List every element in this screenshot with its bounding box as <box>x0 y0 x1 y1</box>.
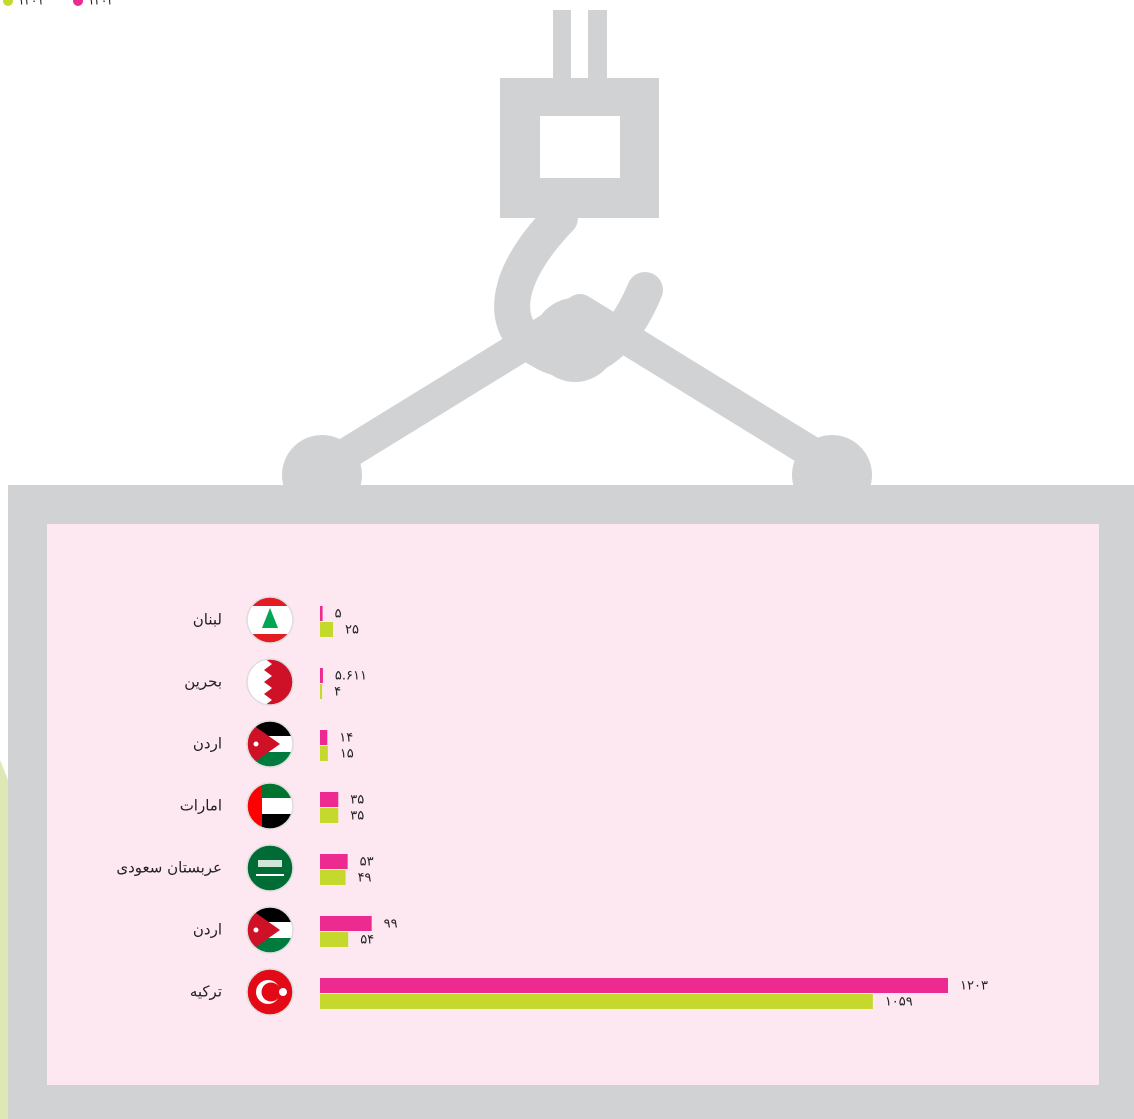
value-label: ۲۵ <box>345 623 359 638</box>
flag <box>247 597 293 643</box>
bar <box>320 808 339 823</box>
bar <box>320 746 328 761</box>
flag-script <box>258 860 282 867</box>
flag-border <box>246 782 294 830</box>
legend-swatch <box>73 0 83 6</box>
flag-star <box>253 741 259 747</box>
category-label: لبنان <box>193 611 222 629</box>
category-label: اردن <box>193 921 222 939</box>
flag-sword <box>256 874 284 876</box>
bar <box>320 684 323 699</box>
category-label: ترکیه <box>190 983 222 1001</box>
flag-band <box>247 659 272 705</box>
legend-swatch <box>3 0 13 6</box>
crane-illustration <box>0 10 1134 1119</box>
category-label: اردن <box>193 735 222 753</box>
bar <box>320 606 323 621</box>
value-label: ۱۰۵۹ <box>885 995 913 1010</box>
flag-border <box>246 906 294 954</box>
value-label: ۱۴ <box>339 731 353 746</box>
flag-star <box>279 988 287 996</box>
value-label: ۳۵ <box>350 793 364 808</box>
category-label: بحرین <box>184 673 222 691</box>
bar <box>320 870 346 885</box>
bar <box>320 916 372 931</box>
flag-cedar <box>262 608 278 628</box>
legend-label: ۱۴۰۱ <box>18 0 44 8</box>
flag <box>247 659 293 705</box>
flag <box>247 969 293 1015</box>
flag-band <box>247 907 280 953</box>
category-label: عربستان سعودی <box>116 859 222 877</box>
bar <box>320 668 323 683</box>
legend-label: ۱۴۰۲ <box>88 0 114 8</box>
value-label: ۵۴ <box>360 933 374 948</box>
flag-border <box>246 658 294 706</box>
value-label: ۵.۶۱۱ <box>335 669 367 684</box>
bar <box>320 730 328 745</box>
bar <box>320 792 339 807</box>
value-label: ۱۲۰۳ <box>960 979 988 994</box>
bar <box>320 932 349 947</box>
flag-border <box>246 596 294 644</box>
value-label: ۵ <box>335 607 342 622</box>
bar <box>320 978 948 993</box>
flag-border <box>246 844 294 892</box>
value-label: ۱۵ <box>340 747 354 762</box>
value-label: ۴ <box>334 685 341 700</box>
value-label: ۵۳ <box>360 855 374 870</box>
value-label: ۹۹ <box>384 917 398 932</box>
flag-band <box>247 634 293 643</box>
flag-band <box>247 597 293 606</box>
flag-moon <box>261 982 281 1002</box>
flag-band <box>247 721 280 767</box>
flag-border <box>246 720 294 768</box>
flag-star <box>253 927 259 933</box>
bar <box>320 854 348 869</box>
value-label: ۴۹ <box>358 871 372 886</box>
flag <box>247 845 293 891</box>
flag-band <box>247 845 293 891</box>
bar <box>320 622 334 637</box>
flag-border <box>246 968 294 1016</box>
value-label: ۳۵ <box>350 809 364 824</box>
bar <box>320 994 873 1009</box>
category-label: امارات <box>180 797 222 815</box>
